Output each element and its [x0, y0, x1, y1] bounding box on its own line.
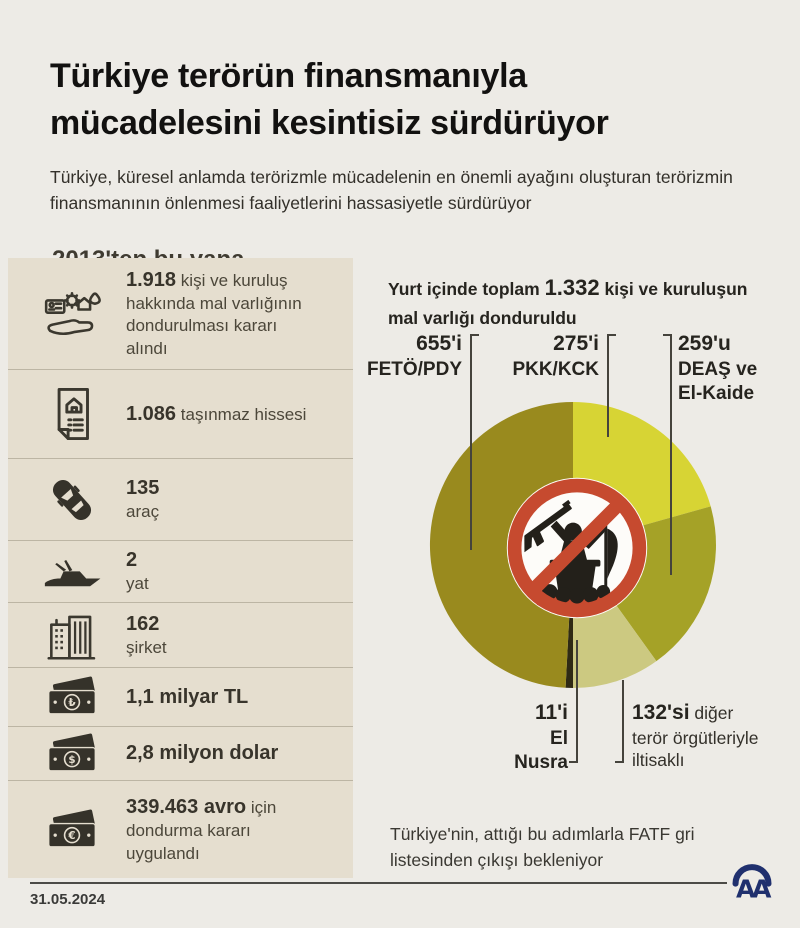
stat-row: 1,1 milyar TL	[8, 667, 353, 726]
callout-nusra-name: El	[550, 727, 568, 749]
callout-line-nusra	[569, 640, 578, 763]
stats-panel: 1.918 kişi ve kuruluş hakkında mal varlı…	[8, 258, 353, 878]
stat-text-block: 339.463 avro için dondurma kararı uygula…	[114, 794, 316, 865]
intro-total: 1.332	[544, 274, 600, 300]
aa-logo-text: AA	[736, 874, 772, 903]
callout-other: 132'si diğer terör örgütleriyle iltisakl…	[632, 700, 792, 772]
stat-text-block: 1.918 kişi ve kuruluş hakkında mal varlı…	[114, 267, 316, 361]
callout-pkk: 275'i PKK/KCK	[489, 331, 599, 382]
page-title: Türkiye terörün finansmanıyla mücadelesi…	[50, 53, 770, 147]
callout-line-deas	[663, 334, 672, 575]
callout-nusra-number: 11'i	[534, 701, 568, 724]
callout-line-pkk	[607, 334, 616, 437]
fatf-note: Türkiye'nin, attığı bu adımlarla FATF gr…	[390, 823, 695, 870]
callout-line-feto	[470, 334, 479, 550]
stat-number: 1.086	[126, 402, 177, 425]
page-subtitle: Türkiye, küresel anlamda terörizmle müca…	[50, 166, 733, 213]
stat-description: taşınmaz hissesi	[180, 404, 307, 424]
stat-row: 135 araç	[8, 458, 353, 540]
footer-divider	[30, 882, 727, 884]
stat-row: 162 şirket	[8, 602, 353, 667]
intro-prefix: Yurt içinde toplam	[388, 278, 545, 299]
stat-description: kişi ve kuruluş hakkında mal varlığının …	[126, 270, 302, 358]
building-icon	[30, 604, 114, 666]
stat-text-block: 2 yat	[114, 547, 316, 596]
stat-number: 2,8 milyon dolar	[126, 742, 279, 765]
anadolu-agency-logo: AA	[726, 854, 778, 908]
stat-number: 135	[126, 477, 160, 500]
stat-number: 2	[126, 549, 138, 572]
stat-row: 2,8 milyon dolar	[8, 726, 353, 780]
callout-deas: 259'u DEAŞ ve El-Kaide	[678, 331, 788, 407]
callout-nusra-name2: Nusra	[514, 752, 568, 774]
page-title-line2: mücadelesini kesintisiz sürdürüyor	[50, 103, 609, 142]
stat-description: şirket	[126, 637, 167, 657]
stat-number: 1,1 milyar TL	[126, 685, 249, 708]
dollar-banknote-icon	[30, 723, 114, 785]
page-title-line1: Türkiye terörün finansmanıyla	[50, 56, 527, 95]
callout-other-text2: terör örgütleriyle	[632, 727, 759, 748]
callout-feto: 655'i FETÖ/PDY	[362, 331, 462, 382]
stat-row: 2 yat	[8, 540, 353, 602]
stat-row: 339.463 avro için dondurma kararı uygula…	[8, 780, 353, 878]
callout-deas-name2: El-Kaide	[678, 383, 755, 405]
intro-suffix: kişi ve kuruluşun mal varlığı donduruldu	[388, 278, 748, 328]
callout-pkk-name: PKK/KCK	[512, 358, 599, 380]
stat-text-block: 1.086 taşınmaz hissesi	[114, 401, 316, 427]
assets-freeze-icon	[30, 283, 114, 345]
stat-text-block: 135 araç	[114, 475, 316, 524]
callout-other-text3: iltisaklı	[632, 750, 685, 771]
callout-feto-number: 655'i	[416, 332, 462, 355]
callout-nusra: 11'i El Nusra	[478, 700, 568, 776]
callout-other-number: 132'si	[632, 701, 690, 724]
stat-row: 1.086 taşınmaz hissesi	[8, 369, 353, 458]
publish-date: 31.05.2024	[30, 891, 106, 908]
car-icon	[30, 469, 114, 531]
stat-number: 339.463 avro	[126, 795, 247, 818]
property-deed-icon	[30, 383, 114, 445]
stat-number: 1.918	[126, 268, 177, 291]
stat-description: yat	[126, 574, 149, 594]
lira-banknote-icon	[30, 666, 114, 728]
callout-feto-name: FETÖ/PDY	[366, 358, 462, 380]
callout-other-text1: diğer	[689, 703, 734, 723]
stat-text-block: 162 şirket	[114, 611, 316, 660]
euro-banknote-icon	[30, 799, 114, 861]
stat-text-block: 2,8 milyon dolar	[114, 740, 316, 766]
callout-deas-number: 259'u	[678, 332, 731, 355]
chart-intro: Yurt içinde toplam 1.332 kişi ve kuruluş…	[388, 271, 758, 332]
stat-text-block: 1,1 milyar TL	[114, 684, 316, 710]
callout-deas-name: DEAŞ ve	[678, 358, 758, 380]
stat-row: 1.918 kişi ve kuruluş hakkında mal varlı…	[8, 258, 353, 369]
no-terrorism-icon	[499, 470, 655, 626]
yacht-icon	[30, 541, 114, 603]
stat-description: araç	[126, 502, 160, 522]
stat-number: 162	[126, 612, 160, 635]
stat-description: için dondurma kararı uygulandı	[126, 797, 277, 863]
callout-line-other	[615, 680, 624, 763]
callout-pkk-number: 275'i	[553, 332, 599, 355]
pie-slice: 655'i FETÖ/PDY	[429, 401, 573, 688]
